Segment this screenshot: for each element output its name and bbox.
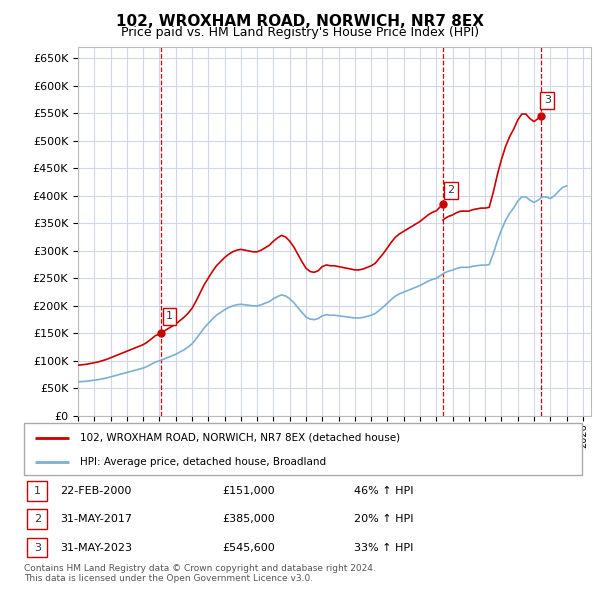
- Text: 31-MAY-2017: 31-MAY-2017: [60, 514, 132, 524]
- Text: 3: 3: [544, 95, 551, 105]
- Text: 3: 3: [34, 543, 41, 552]
- Text: 33% ↑ HPI: 33% ↑ HPI: [354, 543, 413, 552]
- Text: 22-FEB-2000: 22-FEB-2000: [60, 486, 131, 496]
- Text: 102, WROXHAM ROAD, NORWICH, NR7 8EX (detached house): 102, WROXHAM ROAD, NORWICH, NR7 8EX (det…: [80, 432, 400, 442]
- Text: £151,000: £151,000: [222, 486, 275, 496]
- Text: 1: 1: [34, 486, 41, 496]
- Text: 2: 2: [448, 185, 455, 195]
- Text: HPI: Average price, detached house, Broadland: HPI: Average price, detached house, Broa…: [80, 457, 326, 467]
- Text: 31-MAY-2023: 31-MAY-2023: [60, 543, 132, 552]
- Text: 2: 2: [34, 514, 41, 524]
- Text: £545,600: £545,600: [222, 543, 275, 552]
- Text: 46% ↑ HPI: 46% ↑ HPI: [354, 486, 413, 496]
- Text: 20% ↑ HPI: 20% ↑ HPI: [354, 514, 413, 524]
- Text: 102, WROXHAM ROAD, NORWICH, NR7 8EX: 102, WROXHAM ROAD, NORWICH, NR7 8EX: [116, 14, 484, 28]
- Text: £385,000: £385,000: [222, 514, 275, 524]
- Text: Contains HM Land Registry data © Crown copyright and database right 2024.
This d: Contains HM Land Registry data © Crown c…: [24, 563, 376, 583]
- Text: Price paid vs. HM Land Registry's House Price Index (HPI): Price paid vs. HM Land Registry's House …: [121, 26, 479, 39]
- FancyBboxPatch shape: [24, 423, 582, 475]
- Text: 1: 1: [166, 312, 173, 322]
